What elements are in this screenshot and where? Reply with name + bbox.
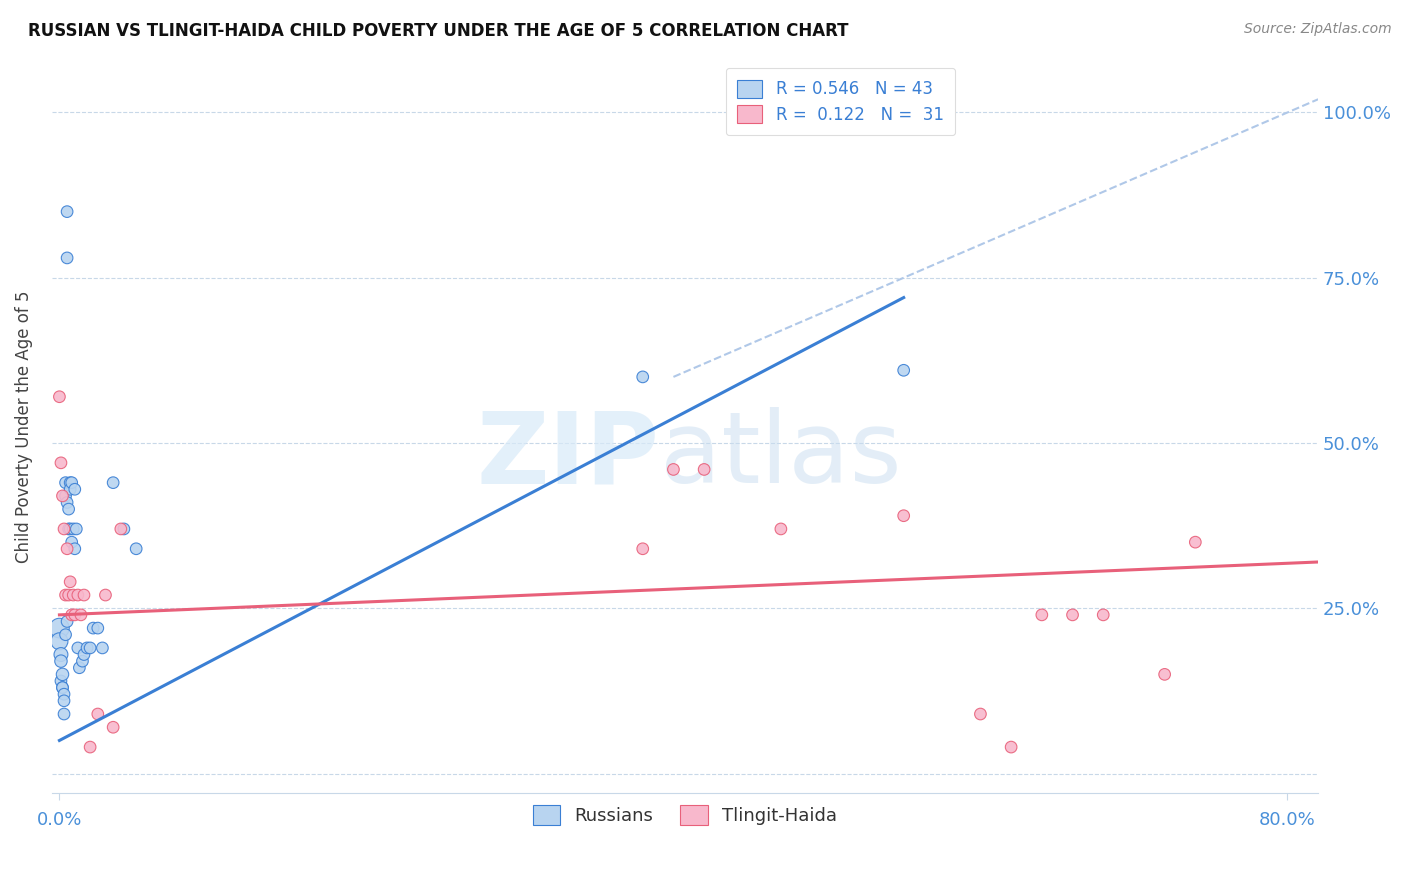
Point (79, 640, 101, 655)
Point (87, 621, 110, 635)
Point (58, 522, 80, 536)
Point (48, 390, 70, 404)
Point (91, 640, 114, 655)
Point (631, 541, 654, 556)
Point (60, 475, 83, 490)
Point (63, 541, 86, 556)
Point (125, 541, 148, 556)
Point (1062, 607, 1084, 622)
Point (73, 648, 96, 662)
Point (66, 588, 89, 602)
Point (51, 681, 73, 695)
Point (769, 522, 792, 536)
Point (62, 522, 84, 536)
Point (693, 462, 716, 476)
Point (49, 648, 72, 662)
Point (60, 535, 83, 549)
Point (67, 661, 90, 675)
Point (55, 475, 77, 490)
Legend: Russians, Tlingit-Haida: Russians, Tlingit-Haida (522, 794, 848, 836)
Point (49, 654, 72, 668)
Point (101, 475, 124, 490)
Point (56, 541, 79, 556)
Point (55, 489, 77, 503)
Point (62, 588, 84, 602)
Point (51, 667, 73, 681)
Point (56, 495, 79, 509)
Point (53, 522, 76, 536)
Point (969, 706, 991, 721)
Point (60, 607, 83, 622)
Point (55, 588, 77, 602)
Point (1000, 740, 1022, 755)
Point (49, 673, 72, 688)
Point (48, 634, 70, 648)
Point (63, 607, 86, 622)
Point (893, 363, 915, 377)
Point (59, 574, 82, 589)
Point (55, 628, 77, 642)
Point (49, 456, 72, 470)
Point (76, 640, 98, 655)
Point (66, 640, 89, 655)
Point (51, 681, 73, 695)
Point (51, 489, 73, 503)
Text: ZIP: ZIP (477, 408, 659, 504)
Y-axis label: Child Poverty Under the Age of 5: Child Poverty Under the Age of 5 (15, 290, 32, 563)
Point (59, 483, 82, 497)
Point (65, 522, 87, 536)
Point (94, 588, 117, 602)
Point (893, 508, 915, 523)
Point (631, 370, 654, 384)
Point (59, 522, 82, 536)
Text: atlas: atlas (659, 408, 901, 504)
Point (1031, 607, 1053, 622)
Point (72, 654, 94, 668)
Point (1092, 607, 1115, 622)
Point (112, 522, 135, 536)
Point (662, 462, 685, 476)
Point (1153, 667, 1175, 681)
Point (58, 588, 80, 602)
Point (79, 740, 101, 755)
Point (101, 720, 124, 734)
Point (73, 588, 96, 602)
Point (87, 706, 110, 721)
Point (110, 522, 132, 536)
Text: RUSSIAN VS TLINGIT-HAIDA CHILD POVERTY UNDER THE AGE OF 5 CORRELATION CHART: RUSSIAN VS TLINGIT-HAIDA CHILD POVERTY U… (28, 22, 849, 40)
Point (53, 687, 76, 701)
Point (53, 694, 76, 708)
Point (63, 483, 86, 497)
Point (53, 706, 76, 721)
Point (56, 204, 79, 219)
Point (58, 502, 80, 516)
Text: Source: ZipAtlas.com: Source: ZipAtlas.com (1244, 22, 1392, 37)
Point (56, 615, 79, 629)
Point (82, 621, 104, 635)
Point (59, 475, 82, 490)
Point (48, 621, 70, 635)
Point (1184, 535, 1206, 549)
Point (70, 607, 93, 622)
Point (56, 251, 79, 265)
